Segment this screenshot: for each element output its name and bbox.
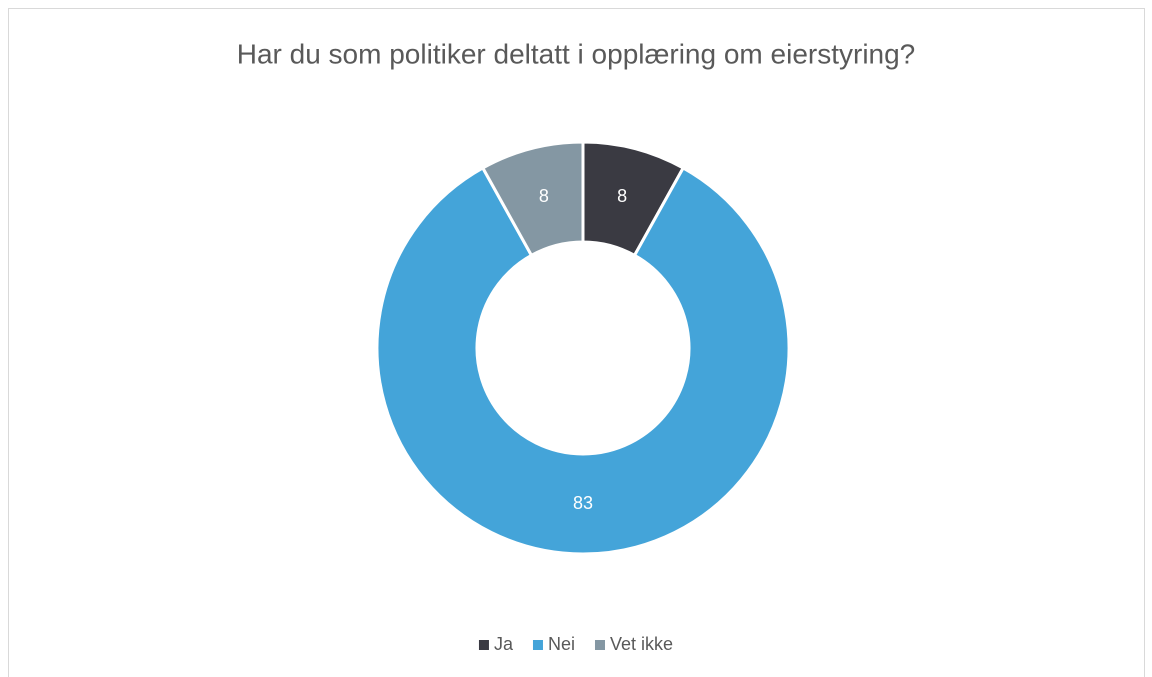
chart-title: Har du som politiker deltatt i opplæring… <box>237 38 916 69</box>
legend-label: Vet ikke <box>610 634 673 654</box>
legend: Ja Nei Vet ikke <box>478 634 673 654</box>
donut-slice <box>480 140 585 258</box>
data-label: 8 <box>539 186 549 206</box>
data-label: 83 <box>573 493 593 513</box>
legend-label: Nei <box>548 634 575 654</box>
legend-marker <box>594 640 605 650</box>
legend-marker <box>478 640 489 650</box>
legend-marker <box>532 640 543 650</box>
donut-slice <box>375 165 791 556</box>
data-label: 8 <box>617 186 627 206</box>
chart-frame <box>8 8 1145 677</box>
legend-label: Ja <box>494 634 514 654</box>
